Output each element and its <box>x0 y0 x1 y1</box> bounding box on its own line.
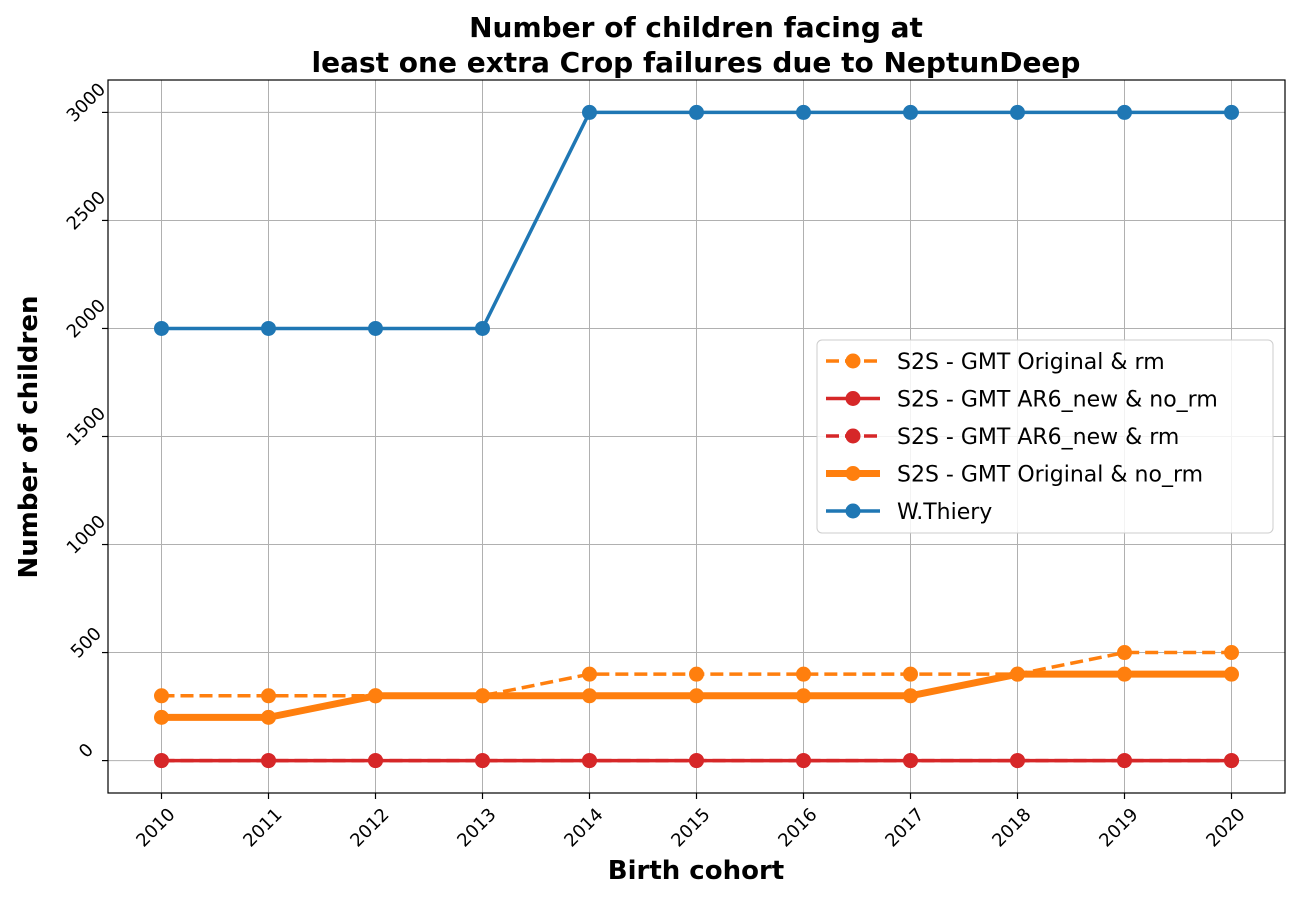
data-point <box>903 104 918 120</box>
x-tick-label: 2013 <box>453 804 500 851</box>
data-point <box>796 666 811 682</box>
data-point <box>796 688 811 704</box>
data-point <box>582 666 597 682</box>
data-point <box>1224 753 1239 769</box>
legend-entry: S2S - GMT Original & no_rm <box>826 463 1203 488</box>
x-tick-label: 2016 <box>774 804 821 851</box>
data-point <box>796 104 811 120</box>
y-tick-label: 500 <box>67 623 106 662</box>
data-point <box>368 320 383 336</box>
legend-box <box>816 339 1274 534</box>
data-point <box>1117 104 1132 120</box>
series-0 <box>154 104 1239 336</box>
y-tick-label: 3000 <box>63 79 110 126</box>
data-point <box>582 688 597 704</box>
y-axis-ticks: 0 500 1000 1500 2000 2500 3000 <box>63 79 110 762</box>
data-point <box>475 688 490 704</box>
data-point <box>1117 666 1132 682</box>
chart-title-line-2: least one extra Crop failures due to Nep… <box>312 46 1081 79</box>
series-4 <box>154 753 1239 769</box>
x-tick-label: 2012 <box>346 804 393 851</box>
y-tick-label: 1500 <box>63 403 110 450</box>
x-axis-label: Birth cohort <box>608 856 784 886</box>
data-point <box>475 320 490 336</box>
y-axis-label: Number of children <box>14 295 44 578</box>
legend-label: S2S - GMT Original & no_rm <box>897 463 1203 488</box>
legend-label: S2S - GMT AR6_new & rm <box>897 425 1179 450</box>
series-2 <box>154 666 1239 725</box>
data-point <box>261 688 276 704</box>
legend-entry: S2S - GMT AR6_new & rm <box>826 425 1179 450</box>
x-tick-label: 2010 <box>132 804 179 851</box>
data-point <box>1224 104 1239 120</box>
data-point <box>154 753 169 769</box>
data-point <box>689 688 704 704</box>
data-point <box>1010 753 1025 769</box>
y-tick-label: 2000 <box>63 295 110 342</box>
x-tick-label: 2017 <box>881 804 928 851</box>
data-point <box>689 753 704 769</box>
data-point <box>903 666 918 682</box>
legend-entry: S2S - GMT Original & rm <box>826 350 1165 375</box>
data-point <box>689 104 704 120</box>
x-tick-label: 2015 <box>667 804 714 851</box>
data-point <box>154 688 169 704</box>
data-point <box>368 753 383 769</box>
x-tick-label: 2011 <box>239 804 286 851</box>
series-layer <box>154 104 1239 769</box>
data-point <box>582 753 597 769</box>
x-tick-label: 2018 <box>988 804 1035 851</box>
data-point <box>1117 645 1132 661</box>
data-point <box>1224 666 1239 682</box>
data-point <box>1010 666 1025 682</box>
legend-label: S2S - GMT AR6_new & no_rm <box>897 388 1218 413</box>
data-point <box>689 666 704 682</box>
data-point <box>261 709 276 725</box>
chart-title-line-1: Number of children facing at <box>469 11 923 44</box>
legend-marker <box>845 503 861 519</box>
y-tick-label: 2500 <box>63 187 110 234</box>
legend-label: W.Thiery <box>897 500 992 525</box>
data-point <box>154 320 169 336</box>
legend-marker <box>845 466 861 481</box>
data-point <box>1010 104 1025 120</box>
legend-marker <box>845 428 861 444</box>
legend-marker <box>845 391 861 406</box>
legend: S2S - GMT Original & rm S2S - GMT AR6_new… <box>816 339 1274 534</box>
data-point <box>582 104 597 120</box>
y-tick-label: 1000 <box>63 511 110 558</box>
data-point <box>903 753 918 769</box>
legend-marker <box>845 353 861 369</box>
data-point <box>903 688 918 704</box>
legend-entry: W.Thiery <box>826 500 992 525</box>
x-tick-label: 2014 <box>560 804 607 851</box>
x-tick-label: 2019 <box>1095 804 1142 851</box>
legend-label: S2S - GMT Original & rm <box>897 350 1165 375</box>
data-point <box>796 753 811 769</box>
x-tick-label: 2020 <box>1202 804 1249 851</box>
data-point <box>1224 645 1239 661</box>
data-point <box>261 753 276 769</box>
data-point <box>1117 753 1132 769</box>
data-point <box>475 753 490 769</box>
x-axis-ticks: 2010 2011 2012 2013 2014 2015 2016 2017 2018 2019… <box>132 793 1250 851</box>
data-point <box>154 709 169 725</box>
data-point <box>368 688 383 704</box>
data-point <box>261 320 276 336</box>
legend-entry: S2S - GMT AR6_new & no_rm <box>826 388 1218 413</box>
y-tick-label: 0 <box>75 739 98 762</box>
